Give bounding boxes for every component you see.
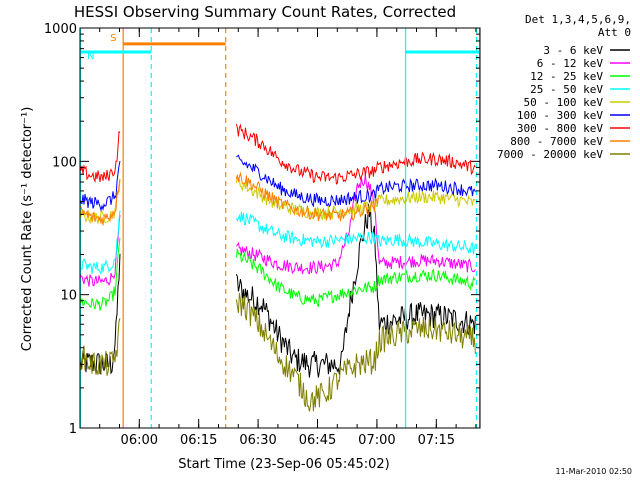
legend-label-3-6-kev: 3 - 6 keV [543, 44, 603, 57]
series-7000-20000-kev-line [80, 292, 476, 412]
series-25-50-kev-line [80, 210, 476, 276]
y-tick-label: 100 [52, 155, 77, 170]
x-axis-label: Start Time (23-Sep-06 05:45:02) [178, 457, 389, 472]
series-6-12-kev-line [80, 174, 476, 287]
axes: 1 10 100 1000 06:00 06:15 06:30 06:45 07:00 07:15 [44, 22, 481, 448]
legend-label-50-100-kev: 50 - 100 keV [524, 96, 604, 109]
y-tick-label: 10 [60, 289, 77, 304]
legend-label-7000-20000-kev: 7000 - 20000 keV [497, 148, 603, 161]
y-tick-label: 1 [69, 422, 77, 437]
legend-label-800-7000-kev: 800 - 7000 keV [510, 135, 603, 148]
legend-label-100-300-kev: 100 - 300 keV [517, 109, 603, 122]
series-800-7000-kev-line [80, 171, 379, 226]
legend-header-attenuator: Att 0 [598, 26, 631, 39]
x-tick-label: 06:15 [180, 433, 217, 448]
chart-title: HESSI Observing Summary Count Rates, Cor… [74, 3, 456, 21]
x-tick-label: 07:00 [358, 433, 395, 448]
x-tick-label: 06:30 [239, 433, 276, 448]
legend-label-6-12-kev: 6 - 12 keV [537, 57, 604, 70]
legend-label-300-800-kev: 300 - 800 keV [517, 122, 603, 135]
x-tick-label: 06:45 [299, 433, 336, 448]
attenuator-label-s: S [110, 33, 116, 44]
timestamp-footer: 11-Mar-2010 02:50 [556, 467, 633, 476]
x-tick-label: 07:15 [418, 433, 455, 448]
attenuator-label-n: N [87, 51, 94, 62]
series-12-25-kev-line [80, 237, 476, 311]
legend-label-25-50-kev: 25 - 50 keV [530, 83, 603, 96]
plot-frame [79, 27, 481, 429]
legend-label-12-25-kev: 12 - 25 keV [530, 70, 603, 83]
series-100-300-kev-line [80, 154, 476, 212]
legend-header-detectors: Det 1,3,4,5,6,9, [525, 13, 631, 26]
y-axis-label: Corrected Count Rate (s⁻¹ detector⁻¹) [20, 107, 35, 352]
x-tick-label: 06:00 [121, 433, 158, 448]
y-tick-label: 1000 [44, 22, 77, 37]
plot-area: SN [80, 28, 480, 428]
series-300-800-kev-line [80, 123, 476, 185]
